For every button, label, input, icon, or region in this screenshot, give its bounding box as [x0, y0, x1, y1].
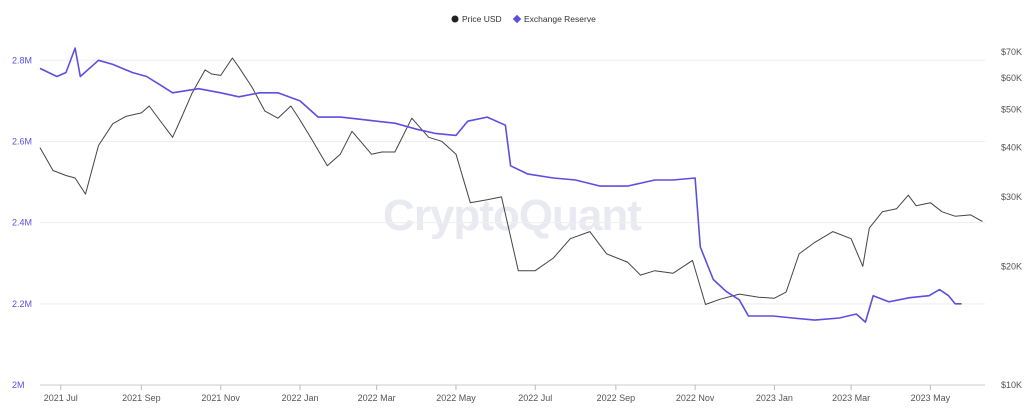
- legend-item-price[interactable]: Price USD: [451, 14, 502, 24]
- right-tick-label: $60K: [1001, 73, 1022, 83]
- x-tick-label: 2023 Mar: [832, 393, 870, 403]
- x-tick-label: 2022 Mar: [358, 393, 396, 403]
- right-axis: $10K $20K $30K $40K $50K $60K $70K: [1001, 47, 1022, 390]
- left-axis: 2M 2.2M 2.4M 2.6M 2.8M: [12, 55, 32, 390]
- right-tick-label: $10K: [1001, 380, 1022, 390]
- series-group: [39, 47, 983, 323]
- x-tick-label: 2022 Jan: [281, 393, 318, 403]
- right-tick-label: $70K: [1001, 47, 1022, 57]
- x-tick-label: 2023 Jan: [756, 393, 793, 403]
- x-tick-label: 2021 Nov: [201, 393, 240, 403]
- right-tick-label: $20K: [1001, 261, 1022, 271]
- legend-item-exchange-reserve[interactable]: Exchange Reserve: [512, 14, 596, 24]
- x-tick-label: 2021 Sep: [122, 393, 161, 403]
- x-tick-label: 2022 Nov: [676, 393, 715, 403]
- x-tick-label: 2022 May: [436, 393, 476, 403]
- legend[interactable]: Price USD Exchange Reserve: [451, 14, 597, 24]
- right-tick-label: $30K: [1001, 192, 1022, 202]
- left-tick-label: 2M: [12, 380, 25, 390]
- exchange-reserve-line: [39, 47, 962, 323]
- right-tick-label: $40K: [1001, 143, 1022, 153]
- left-tick-label: 2.6M: [12, 136, 32, 146]
- left-tick-label: 2.4M: [12, 218, 32, 228]
- left-tick-label: 2.2M: [12, 299, 32, 309]
- x-tick-label: 2023 May: [911, 393, 951, 403]
- x-axis: 2021 Jul 2021 Sep 2021 Nov 2022 Jan 2022 Mar…: [44, 385, 951, 403]
- gridlines: [40, 59, 985, 386]
- left-tick-label: 2.8M: [12, 55, 32, 65]
- legend-label-price: Price USD: [462, 14, 502, 24]
- legend-label-exchange-reserve: Exchange Reserve: [524, 14, 596, 24]
- x-tick-label: 2021 Jul: [44, 393, 78, 403]
- x-tick-label: 2022 Sep: [597, 393, 636, 403]
- x-tick-label: 2022 Jul: [518, 393, 552, 403]
- price-usd-line: [39, 57, 983, 305]
- right-tick-label: $50K: [1001, 104, 1022, 114]
- legend-marker-exchange-reserve: [512, 14, 522, 24]
- legend-marker-price: [451, 15, 459, 23]
- watermark-text: CryptoQuant: [383, 191, 642, 240]
